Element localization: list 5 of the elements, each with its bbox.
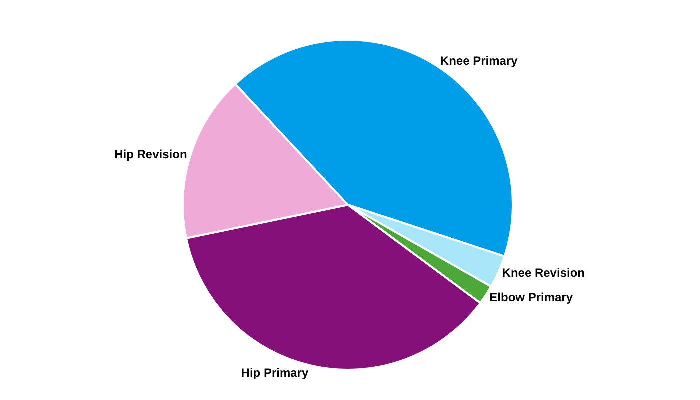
slice-label: Hip Revision: [114, 147, 188, 162]
slice-label: Hip Primary: [241, 366, 309, 380]
slice-label: Knee Revision: [502, 266, 585, 280]
slice-label: Knee Primary: [440, 54, 518, 68]
slice-label: Elbow Primary: [490, 290, 574, 304]
